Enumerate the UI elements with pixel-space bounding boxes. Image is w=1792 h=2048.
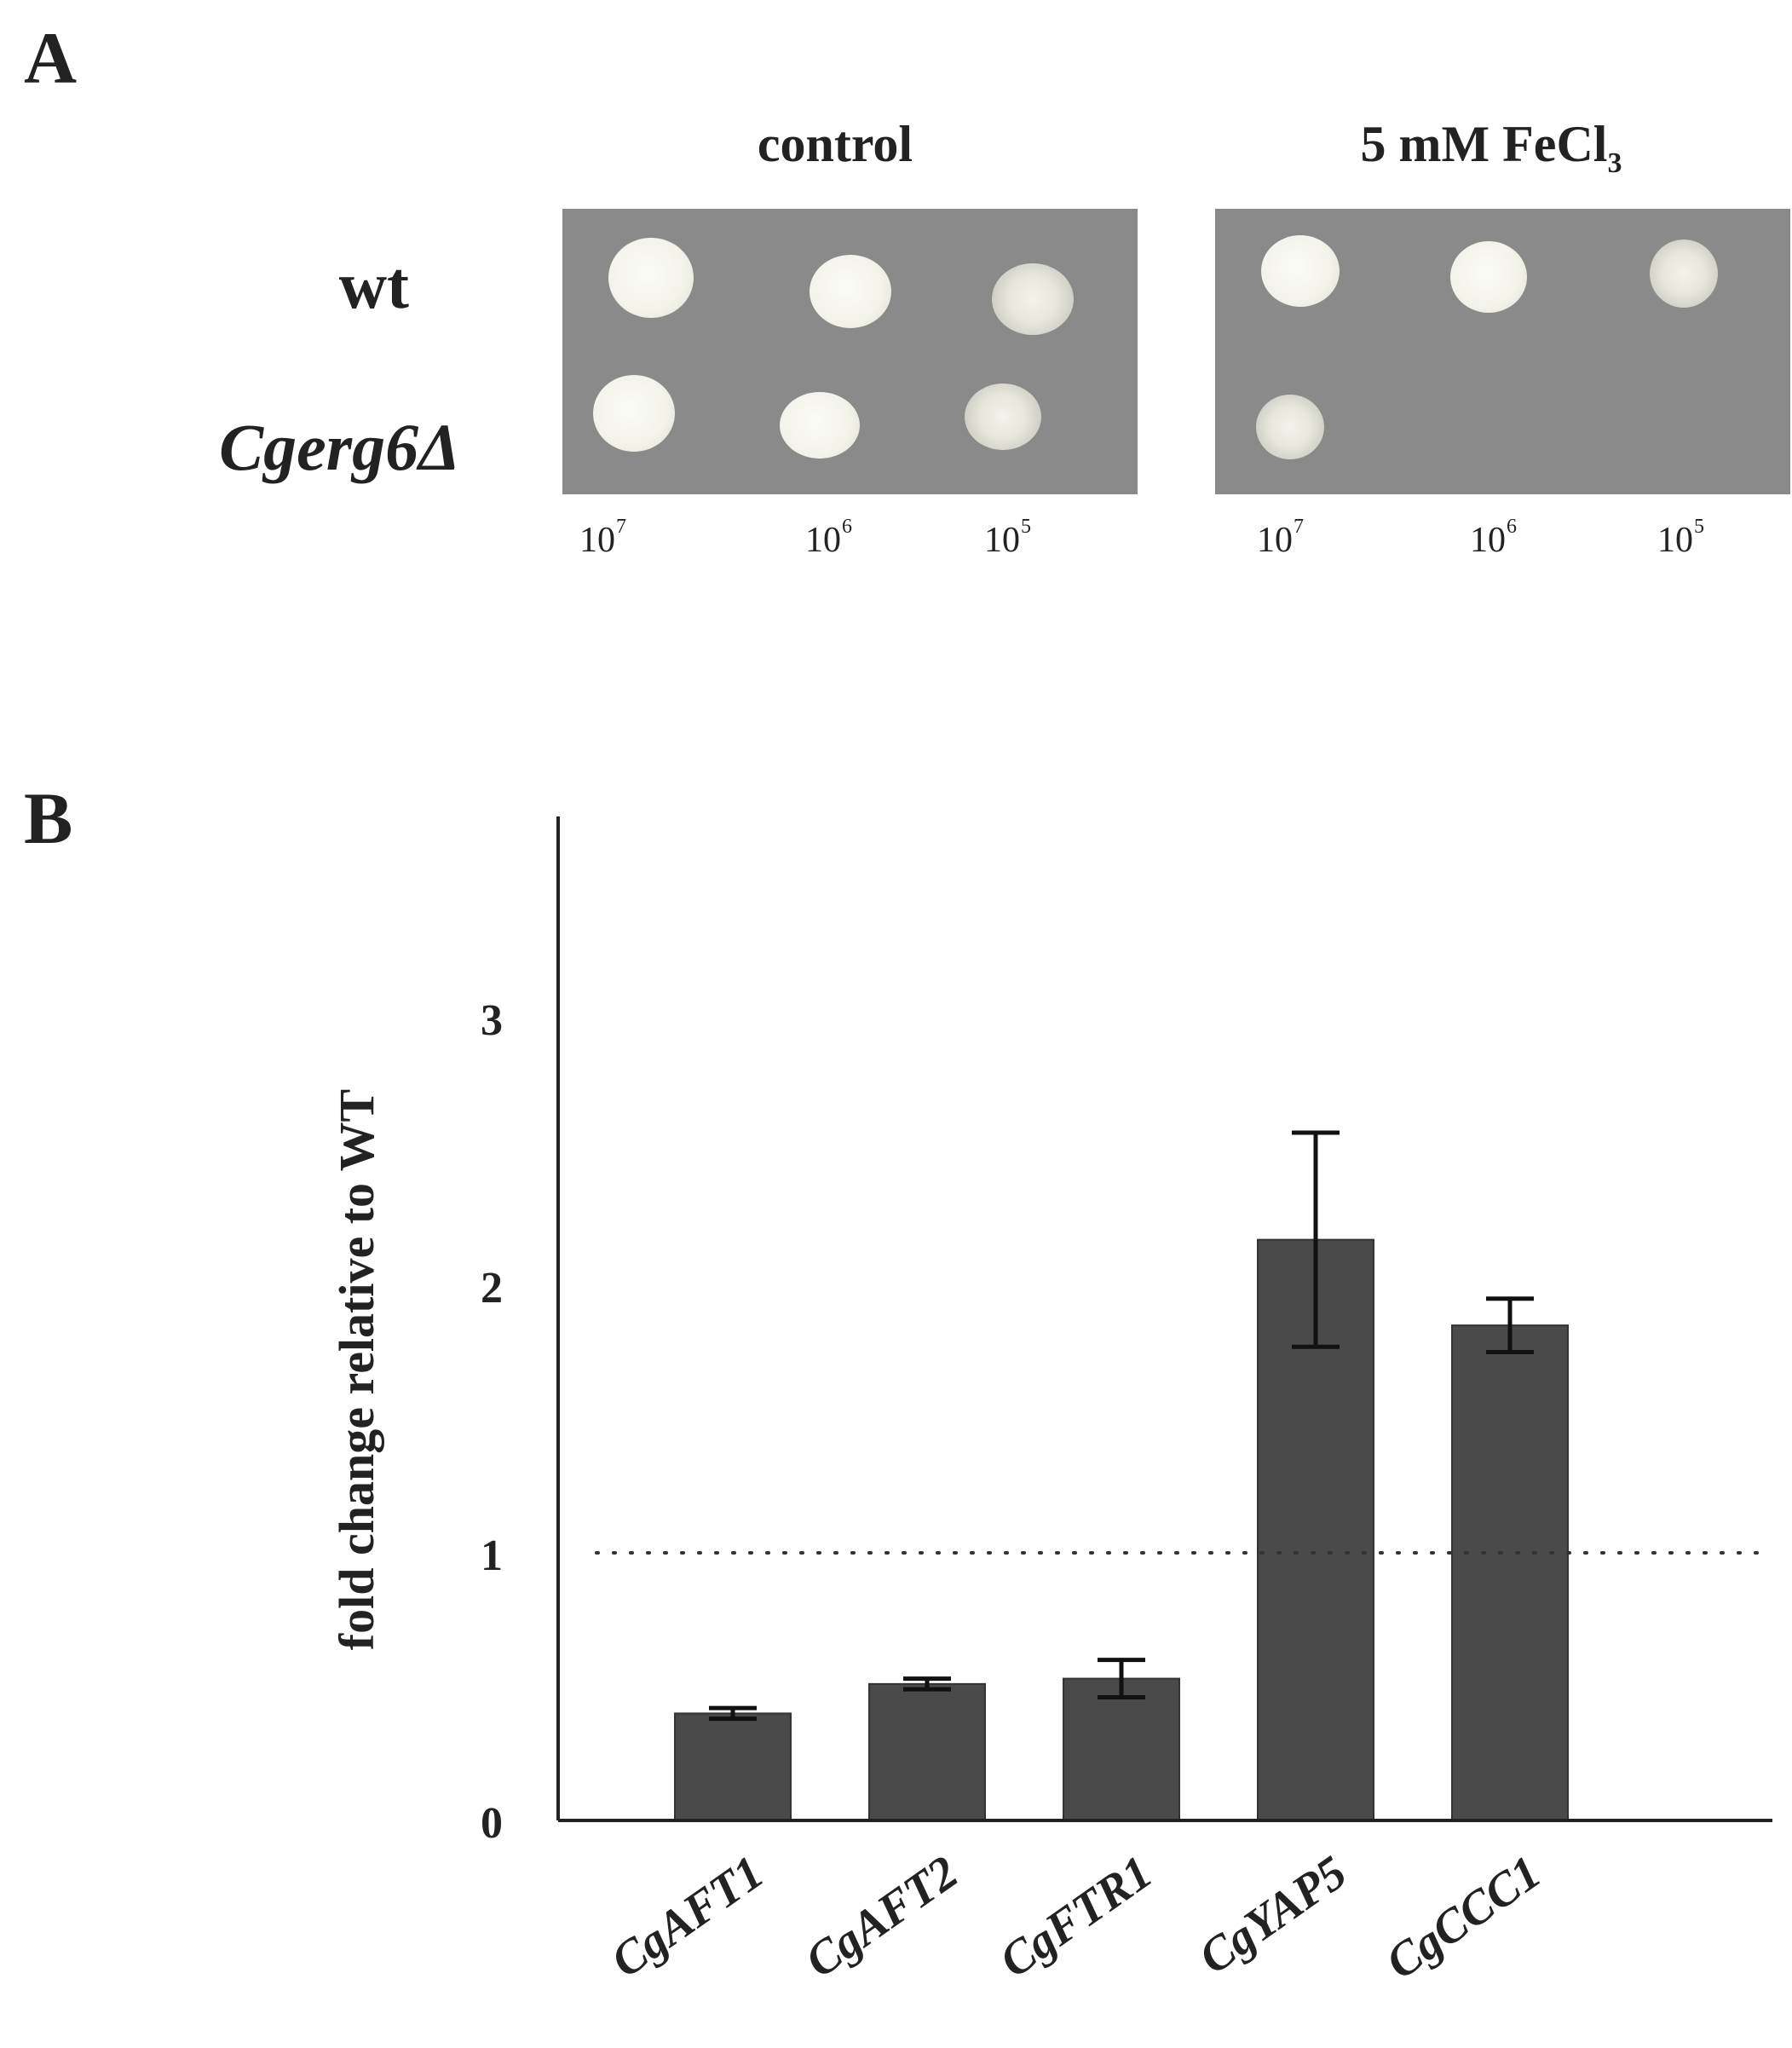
dilution-exp: 6 xyxy=(1507,516,1517,538)
dilution-label: 107 xyxy=(579,516,626,561)
condition-title-fecl3-text: 5 mM FeCl xyxy=(1360,116,1608,172)
colony-spot xyxy=(1261,235,1340,307)
dilution-base: 10 xyxy=(805,521,841,560)
dilution-label: 105 xyxy=(984,516,1031,561)
y-tick-labels: 0 1 2 3 xyxy=(481,996,503,1848)
bar xyxy=(674,1712,792,1822)
x-tick-label: CgFTR1 xyxy=(990,1846,1161,1988)
colony-spot xyxy=(1450,241,1527,313)
dilution-label: 106 xyxy=(1470,516,1517,561)
x-tick-label: CgAFT1 xyxy=(602,1846,773,1988)
panel-a-label: A xyxy=(24,17,78,99)
bars-layer xyxy=(674,1238,1569,1822)
colony-spot xyxy=(992,263,1074,335)
dilution-base: 10 xyxy=(579,521,615,560)
condition-title-fecl3: 5 mM FeCl3 xyxy=(1219,115,1764,180)
colony-spot xyxy=(810,255,891,328)
dilution-base: 10 xyxy=(1257,521,1293,560)
dilution-base: 10 xyxy=(1470,521,1506,560)
y-tick-label: 3 xyxy=(481,996,503,1045)
x-tick-label: CgCCC1 xyxy=(1377,1846,1551,1990)
colony-spot xyxy=(1256,395,1324,459)
condition-title-fecl3-sub: 3 xyxy=(1607,147,1622,179)
y-tick-label: 2 xyxy=(481,1264,503,1312)
plate-control xyxy=(562,209,1138,494)
dilution-base: 10 xyxy=(1657,521,1693,560)
bar xyxy=(1063,1677,1180,1821)
colony-spot xyxy=(593,375,675,452)
x-tick-label: CgAFT2 xyxy=(796,1846,967,1988)
dilution-exp: 7 xyxy=(1294,516,1304,538)
condition-title-control: control xyxy=(562,115,1108,180)
dilution-label: 105 xyxy=(1657,516,1704,561)
panel-b-label: B xyxy=(24,777,73,859)
x-tick-labels: CgAFT1 CgAFT2 CgFTR1 CgYAP5 CgCCC1 xyxy=(602,1846,1550,1990)
dilution-exp: 7 xyxy=(616,516,626,538)
strain-label-cgerg6: Cgerg6Δ xyxy=(219,410,460,484)
colony-spot xyxy=(965,384,1041,450)
colony-spot xyxy=(1650,239,1718,308)
colony-spot xyxy=(608,238,694,318)
dilution-label: 106 xyxy=(805,516,852,561)
plate-fecl3 xyxy=(1215,209,1790,494)
error-bars-layer xyxy=(709,1130,1534,1722)
dilution-base: 10 xyxy=(984,521,1020,560)
y-axis-label: fold change relative to WT xyxy=(329,1089,384,1650)
y-tick-label: 0 xyxy=(481,1799,503,1848)
x-tick-label: CgYAP5 xyxy=(1190,1846,1356,1985)
bar-chart: 0 1 2 3 CgAFT1 CgAFT2 CgFTR1 CgYAP5 CgCCC1 fold… xyxy=(329,816,1772,1990)
dilution-exp: 5 xyxy=(1021,516,1031,538)
bar xyxy=(1451,1324,1569,1821)
bar xyxy=(868,1682,986,1821)
condition-title-control-text: control xyxy=(757,116,913,172)
strain-label-wt: wt xyxy=(338,248,409,322)
y-tick-label: 1 xyxy=(481,1532,503,1580)
dilution-label: 107 xyxy=(1257,516,1304,561)
dilution-exp: 5 xyxy=(1694,516,1704,538)
colony-spot xyxy=(780,392,860,459)
dilution-exp: 6 xyxy=(842,516,852,538)
